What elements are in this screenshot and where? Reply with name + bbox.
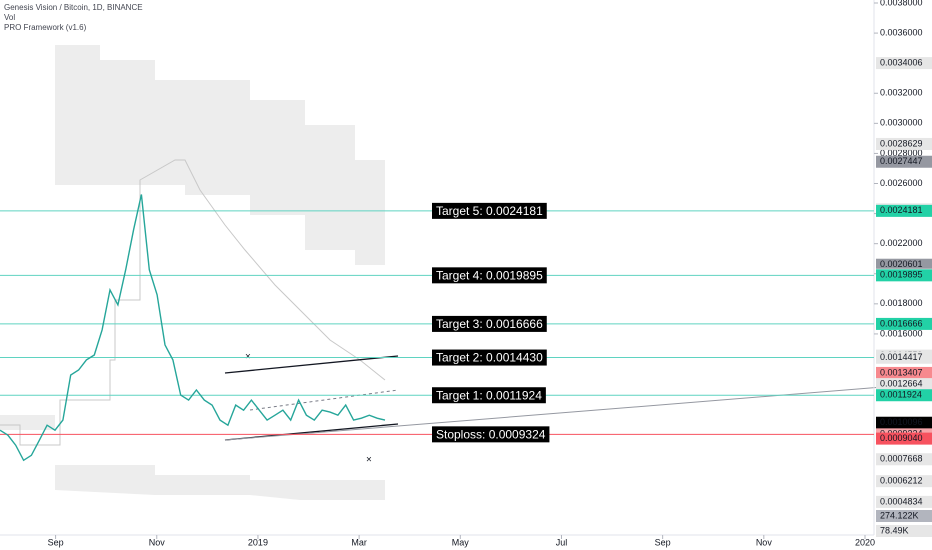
- volume-tag-label: 274.122K: [880, 510, 919, 520]
- price-tag-label: 0.0010096: [880, 417, 923, 427]
- x-tick-label: May: [452, 537, 470, 547]
- price-tag-label: 0.0016666: [880, 318, 923, 328]
- channel-upper: [224, 355, 399, 374]
- level-label-box: [432, 202, 547, 219]
- y-tick-label: 0.0022000: [880, 238, 923, 248]
- price-tag: [876, 155, 932, 168]
- price-tag-label: 0.0011924: [880, 390, 922, 400]
- level-label-box: [432, 349, 547, 366]
- price-tag: [876, 317, 932, 330]
- level-label: Stoploss: 0.0009324: [436, 428, 546, 442]
- x-tick-label: Sep: [655, 537, 671, 547]
- marker-x: ×: [366, 455, 372, 466]
- level-label-box: [432, 426, 550, 443]
- price-tag: [876, 366, 932, 379]
- level-label-box: [432, 387, 546, 404]
- y-tick-label: 0.0026000: [880, 178, 923, 188]
- price-tag: [876, 351, 932, 364]
- price-tag: [876, 416, 932, 429]
- x-tick-label: Sep: [48, 537, 64, 547]
- level-label: Target 1: 0.0011924: [436, 388, 542, 402]
- price-tag-label: 0.0012664: [880, 378, 923, 388]
- price-tag: [876, 269, 932, 282]
- price-tag-label: 0.0027447: [880, 156, 923, 166]
- y-tick-label: 0.0016000: [880, 328, 923, 338]
- price-tag: [876, 258, 932, 271]
- level-label: Target 4: 0.0019895: [436, 269, 543, 283]
- volume-tag: [876, 525, 932, 537]
- price-tag: [876, 137, 932, 150]
- x-tick-label: 2019: [248, 537, 268, 547]
- y-tick-label: 0.0032000: [880, 88, 923, 98]
- x-tick-label: Jul: [556, 537, 568, 547]
- indicator-label: Vol: [4, 13, 15, 22]
- volume-tag-label: 78.49K: [880, 525, 909, 535]
- price-tag: [876, 204, 932, 217]
- volume-tag: [876, 510, 932, 522]
- y-tick-label: 0.0038000: [880, 0, 923, 7]
- y-tick-label: 0.0030000: [880, 118, 923, 128]
- price-tag: [876, 389, 932, 402]
- price-tag-label: 0.0004834: [880, 496, 923, 506]
- price-line: [0, 194, 386, 462]
- trend-line: [224, 382, 932, 441]
- price-tag: [876, 475, 932, 488]
- price-tag-label: 0.0020601: [880, 259, 923, 269]
- price-tag-label: 0.0028629: [880, 138, 923, 148]
- indicator-label: PRO Framework (v1.6): [4, 23, 87, 32]
- price-tag-label: 0.0034006: [880, 57, 923, 67]
- price-tag-label: 0.0019895: [880, 270, 923, 280]
- price-tag-label: 0.0024181: [880, 205, 923, 215]
- price-tag-label: 0.0006212: [880, 476, 923, 486]
- price-tag: [876, 432, 932, 445]
- chart-title: Genesis Vision / Bitcoin, 1D, BINANCE: [4, 3, 143, 12]
- y-tick-label: 0.0036000: [880, 27, 923, 37]
- price-tag-label: 0.0009040: [880, 433, 923, 443]
- price-tag: [876, 378, 932, 391]
- cloud: [0, 45, 385, 500]
- price-tag: [876, 453, 932, 466]
- level-label: Target 5: 0.0024181: [436, 204, 543, 218]
- x-tick-label: Mar: [351, 537, 367, 547]
- price-tag-label: 0.0007668: [880, 454, 923, 464]
- level-label-box: [432, 267, 547, 284]
- x-tick-label: Nov: [756, 537, 773, 547]
- price-tag-label: 0.0013407: [880, 367, 923, 377]
- channel-mid: [249, 389, 399, 411]
- price-tag: [876, 57, 932, 70]
- resistance-line: [0, 159, 386, 446]
- level-label-box: [432, 315, 547, 332]
- level-label: Target 3: 0.0016666: [436, 317, 543, 331]
- price-tag: [876, 495, 932, 508]
- x-tick-label: Nov: [149, 537, 166, 547]
- y-tick-label: 0.0018000: [880, 298, 923, 308]
- x-tick-label: 2020: [855, 537, 875, 547]
- price-tag-label: 0.0014417: [880, 352, 923, 362]
- y-tick-label: 0.0028000: [880, 148, 923, 158]
- level-label: Target 2: 0.0014430: [436, 351, 543, 365]
